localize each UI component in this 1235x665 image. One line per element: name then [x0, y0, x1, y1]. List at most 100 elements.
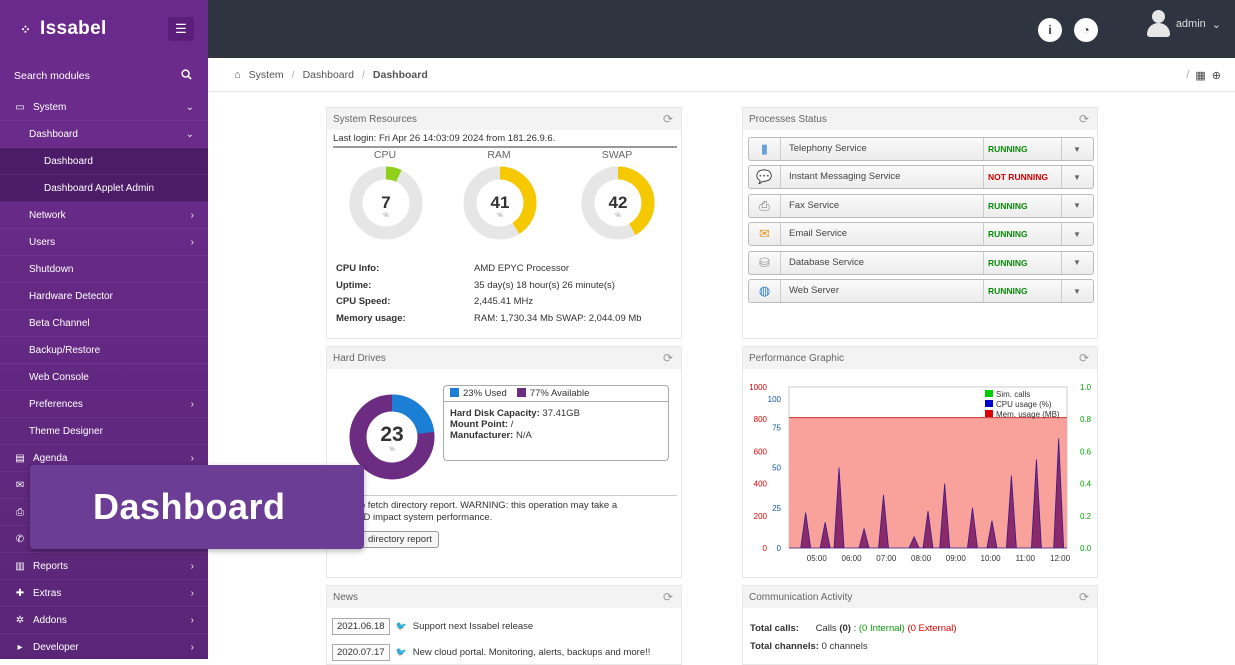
sidebar-item[interactable]: ▥ Reports ›	[0, 553, 208, 580]
y-tick-calls: 0.8	[1080, 415, 1092, 424]
process-actions-dropdown[interactable]: ▼	[1073, 286, 1081, 296]
sidebar-item[interactable]: Theme Designer	[0, 418, 208, 445]
news-text[interactable]: New cloud portal. Monitoring, alerts, ba…	[412, 647, 651, 658]
help-icon[interactable]: ⊕	[1211, 70, 1221, 82]
sidebar-item-label: Backup/Restore	[29, 344, 101, 356]
search-modules[interactable]: Search modules	[0, 58, 208, 94]
refresh-icon[interactable]: ⟳	[1078, 351, 1089, 365]
fetch-warning-line: elow to fetch directory report. WARNING:…	[335, 500, 618, 511]
info-row: Memory usage: RAM: 1,730.34 Mb SWAP: 2,04…	[336, 313, 642, 330]
breadcrumb-separator: /	[361, 68, 365, 81]
available-legend: 77% Available	[516, 388, 589, 399]
sidebar-item[interactable]: Hardware Detector	[0, 283, 208, 310]
sidebar-item[interactable]: Web Console	[0, 364, 208, 391]
sidebar-item-label: Preferences	[29, 398, 83, 410]
legend-swatch	[985, 410, 993, 417]
breadcrumb-item[interactable]: Dashboard	[302, 68, 354, 81]
chevron-right-icon: ›	[190, 398, 194, 410]
home-icon[interactable]: ⌂	[234, 68, 241, 81]
news-item[interactable]: 2021.06.18 🐦 Support next Issabel releas…	[332, 618, 533, 635]
sidebar-item-labelwrap: Preferences	[29, 399, 83, 410]
info-key: Uptime:	[336, 279, 372, 291]
gauge-value: 41	[491, 193, 510, 212]
refresh-icon[interactable]: ⟳	[1078, 590, 1089, 604]
brand-name: Issabel	[40, 18, 107, 39]
sidebar-item-labelwrap: Dashboard Applet Admin	[44, 183, 154, 194]
sidebar-item[interactable]: Network ›	[0, 202, 208, 229]
gears-icon: ✲	[15, 614, 25, 626]
sidebar-item-labelwrap: ⎙	[14, 507, 33, 518]
process-actions-dropdown[interactable]: ▼	[1073, 258, 1081, 268]
menu-toggle-button[interactable]: ☰	[168, 17, 194, 41]
breadcrumb-separator: /	[291, 68, 295, 81]
fax-icon: ⎙	[749, 194, 781, 217]
laptop-icon: ▭	[15, 101, 25, 113]
panel-header: News ⟳	[327, 586, 681, 608]
gauge-unit: %	[383, 213, 389, 219]
sidebar-item-label: Network	[29, 209, 66, 221]
sidebar-item-labelwrap: Beta Channel	[29, 318, 90, 329]
sticky-note-button[interactable]: ◔	[1074, 18, 1098, 42]
gauge-fill	[349, 166, 423, 240]
sidebar-item[interactable]: Backup/Restore	[0, 337, 208, 364]
applet-admin-icon[interactable]: ▦	[1195, 70, 1206, 82]
telephony-icon: ▮	[749, 138, 781, 160]
news-text[interactable]: Support next Issabel release	[412, 621, 534, 632]
panel-header: Processes Status ⟳	[743, 108, 1097, 130]
sidebar-item[interactable]: ✲ Addons ›	[0, 607, 208, 634]
fetch-directory-report-button[interactable]: directory report	[361, 531, 439, 548]
info-icon: i	[1048, 23, 1052, 37]
sidebar-item-labelwrap: Users	[29, 237, 55, 248]
donut-unit: %	[389, 447, 395, 453]
capacity-key: Hard Disk Capacity:	[450, 408, 540, 419]
refresh-icon[interactable]: ⟳	[662, 351, 673, 365]
sidebar-item[interactable]: ✚ Extras ›	[0, 580, 208, 607]
info-key: Memory usage:	[336, 312, 406, 324]
user-menu[interactable]: admin ⌄	[1146, 10, 1221, 38]
x-tick: 11:00	[1016, 554, 1036, 563]
process-name: Telephony Service	[781, 138, 984, 160]
used-legend: 23% Used	[450, 388, 507, 399]
process-actions-dropdown[interactable]: ▼	[1073, 172, 1081, 182]
printer-icon: ⎙	[16, 506, 24, 518]
sidebar-item[interactable]: Beta Channel	[0, 310, 208, 337]
info-value: RAM: 1,730.34 Mb SWAP: 2,044.09 Mb	[474, 312, 642, 324]
refresh-icon[interactable]: ⟳	[662, 112, 673, 126]
process-status: RUNNING	[984, 280, 1062, 302]
gauge-value: 42	[609, 193, 628, 212]
legend-label: Mem. usage (MB)	[996, 410, 1060, 419]
sidebar-item[interactable]: Dashboard ⌄	[0, 121, 208, 148]
gauge-label: RAM	[487, 149, 511, 161]
process-actions-dropdown[interactable]: ▼	[1073, 229, 1081, 239]
gauge-fill	[463, 166, 537, 240]
refresh-icon[interactable]: ⟳	[662, 590, 673, 604]
news-item[interactable]: 2020.07.17 🐦 New cloud portal. Monitorin…	[332, 644, 650, 661]
y-tick-mem: 600	[754, 447, 768, 456]
breadcrumb-current: Dashboard	[372, 68, 428, 81]
info-button[interactable]: i	[1038, 18, 1062, 42]
bar-chart-icon: ▥	[15, 560, 25, 572]
refresh-icon[interactable]: ⟳	[1078, 112, 1089, 126]
breadcrumb-item[interactable]: System	[248, 68, 284, 81]
sidebar-item[interactable]: ▸ Developer ›	[0, 634, 208, 661]
sidebar-item[interactable]: Dashboard Applet Admin	[0, 175, 208, 202]
sidebar-item[interactable]: ▭ System ⌄	[0, 94, 208, 121]
mount-key: Mount Point:	[450, 419, 509, 430]
sidebar-item-label: Hardware Detector	[29, 290, 113, 302]
logo[interactable]: ⁘ Issabel	[20, 18, 107, 40]
process-actions-dropdown[interactable]: ▼	[1073, 201, 1081, 211]
topbar: i ◔ admin ⌄	[208, 0, 1235, 58]
process-row: ◍ Web Server RUNNING ▼	[748, 279, 1094, 303]
sidebar-item-label: Developer	[33, 641, 79, 653]
process-actions-dropdown[interactable]: ▼	[1073, 144, 1081, 154]
sidebar-item[interactable]: Preferences ›	[0, 391, 208, 418]
y-tick-cpu: 100	[768, 395, 782, 404]
info-value: 35 day(s) 18 hour(s) 26 minute(s)	[474, 279, 615, 291]
sidebar-item-labelwrap: Hardware Detector	[29, 291, 113, 302]
x-tick: 12:00	[1050, 554, 1071, 563]
sidebar-item[interactable]: Users ›	[0, 229, 208, 256]
sidebar-item[interactable]: Shutdown	[0, 256, 208, 283]
total-calls-key: Total calls:	[750, 623, 799, 634]
panel-title: Processes Status	[749, 113, 827, 125]
sidebar-item[interactable]: Dashboard	[0, 148, 208, 175]
